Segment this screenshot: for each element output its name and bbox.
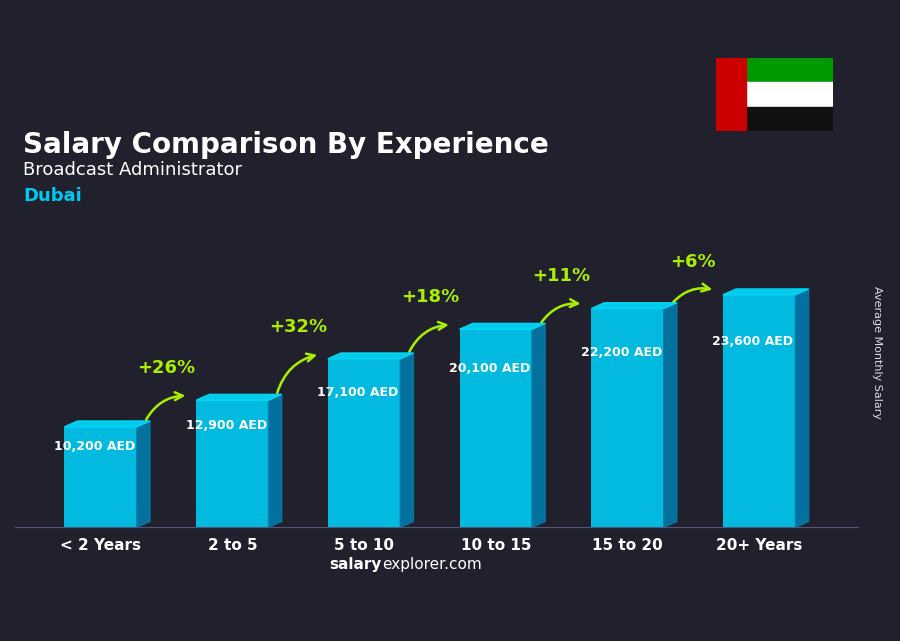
FancyBboxPatch shape [460, 329, 532, 528]
Text: 23,600 AED: 23,600 AED [713, 335, 794, 348]
FancyBboxPatch shape [328, 359, 400, 528]
Text: +11%: +11% [533, 267, 590, 285]
Text: explorer.com: explorer.com [382, 557, 482, 572]
FancyArrowPatch shape [410, 322, 446, 352]
Bar [746, 58, 832, 82]
Text: 10,200 AED: 10,200 AED [54, 440, 135, 453]
Polygon shape [400, 353, 413, 528]
Text: 20,100 AED: 20,100 AED [449, 362, 530, 376]
Polygon shape [723, 289, 808, 295]
Polygon shape [591, 303, 677, 308]
Polygon shape [137, 421, 150, 528]
Text: Dubai: Dubai [23, 187, 82, 205]
Text: +6%: +6% [670, 253, 716, 272]
Polygon shape [268, 394, 282, 528]
Polygon shape [65, 421, 150, 427]
Polygon shape [532, 324, 545, 528]
FancyBboxPatch shape [723, 295, 796, 528]
Bar [746, 107, 832, 131]
FancyArrowPatch shape [277, 354, 314, 393]
Polygon shape [328, 353, 413, 359]
Bar [716, 58, 746, 131]
FancyArrowPatch shape [146, 392, 183, 420]
Polygon shape [796, 289, 808, 528]
Text: 17,100 AED: 17,100 AED [318, 386, 399, 399]
Text: Salary Comparison By Experience: Salary Comparison By Experience [23, 131, 549, 159]
Text: +18%: +18% [400, 288, 459, 306]
Bar [746, 82, 832, 107]
FancyArrowPatch shape [542, 299, 578, 322]
FancyBboxPatch shape [591, 308, 663, 528]
Text: 12,900 AED: 12,900 AED [185, 419, 266, 432]
Text: +26%: +26% [138, 359, 195, 377]
Polygon shape [196, 394, 282, 400]
FancyArrowPatch shape [673, 284, 709, 302]
Text: salary: salary [329, 557, 382, 572]
Text: +32%: +32% [269, 317, 328, 335]
Text: Broadcast Administrator: Broadcast Administrator [23, 161, 242, 179]
Polygon shape [663, 303, 677, 528]
FancyBboxPatch shape [65, 427, 137, 528]
Polygon shape [460, 324, 545, 329]
Text: Average Monthly Salary: Average Monthly Salary [872, 286, 883, 419]
FancyBboxPatch shape [196, 400, 268, 528]
Text: 22,200 AED: 22,200 AED [580, 345, 662, 359]
